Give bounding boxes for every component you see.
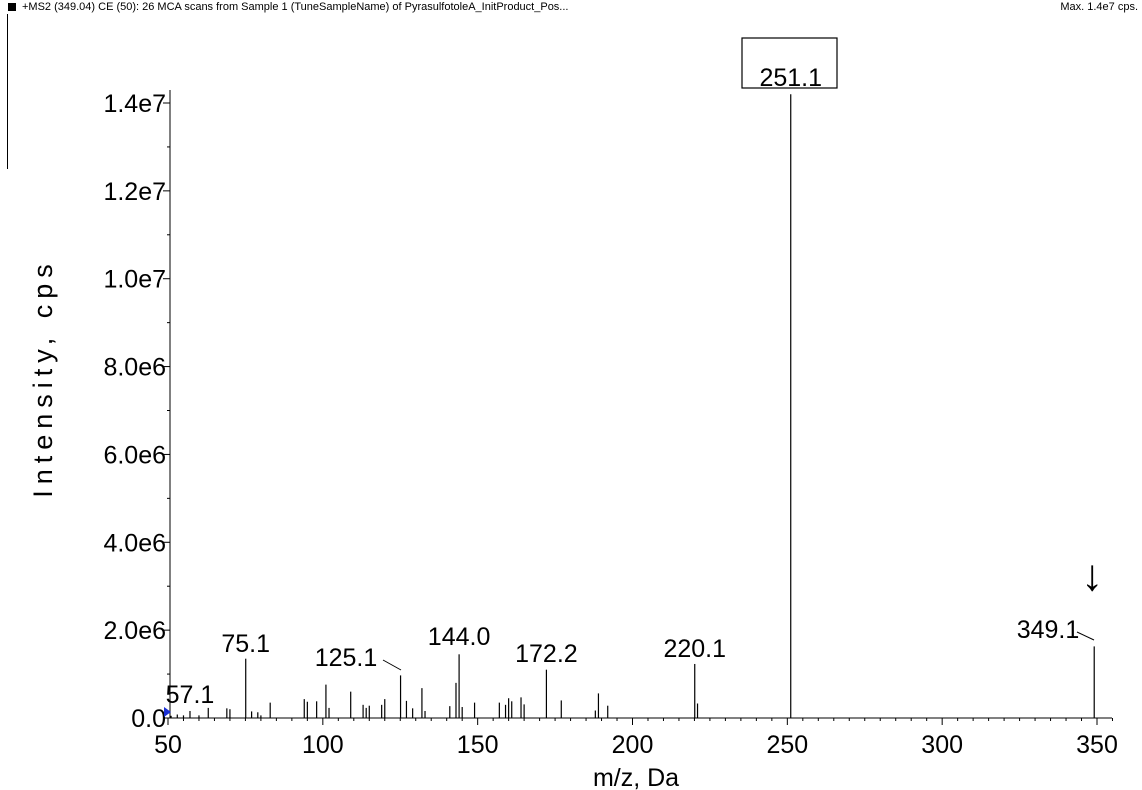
y-tick-label: 0.0 [131, 705, 166, 733]
x-tick-label: 150 [457, 731, 499, 759]
label-leader [1076, 631, 1095, 641]
header-square-icon [8, 3, 16, 11]
spectrum-title: +MS2 (349.04) CE (50): 26 MCA scans from… [22, 1, 569, 13]
base-peak-box [741, 37, 838, 89]
axes [169, 90, 1112, 719]
peak-annotations: 251.1 220.1 172.2 144.0 125.1 75.157.1 349.1↓ [166, 37, 1103, 709]
precursor-arrow-icon: ↓ [1081, 551, 1103, 600]
peak-label: 57.1 [166, 681, 215, 709]
max-intensity-label: Max. 1.4e7 cps. [1060, 1, 1138, 13]
spectrum-header: +MS2 (349.04) CE (50): 26 MCA scans from… [0, 0, 1142, 22]
peak-label: 75.1 [221, 630, 270, 658]
y-tick-label: 1.4e7 [103, 90, 166, 118]
y-axis-ticks: 0.0 2.0e6 4.0e6 6.0e6 8.0e6 1.0e7 1.2e7 1.4e7 [103, 90, 170, 733]
x-axis-ticks: 50 100 150 200 250 300 350 [154, 718, 1118, 759]
marker-icon [164, 707, 171, 717]
x-tick-label: 350 [1076, 731, 1118, 759]
x-tick-label: 100 [302, 731, 344, 759]
peak-label: 172.2 [515, 640, 578, 668]
y-axis-label: Intensity, cps [28, 258, 58, 498]
y-tick-label: 4.0e6 [103, 529, 166, 557]
pane-left-edge [7, 14, 8, 169]
peak-label: 220.1 [663, 635, 726, 663]
y-tick-label: 8.0e6 [103, 354, 166, 382]
peak-label: 349.1 [1017, 616, 1080, 644]
y-tick-label: 1.0e7 [103, 266, 166, 294]
y-tick-label: 1.2e7 [103, 178, 166, 206]
y-tick-label: 2.0e6 [103, 617, 166, 645]
x-axis-label: m/z, Da [593, 764, 679, 790]
x-tick-label: 50 [154, 731, 182, 759]
x-tick-label: 250 [766, 731, 808, 759]
peak-label: 125.1 [315, 644, 378, 672]
label-leader [382, 659, 402, 671]
y-tick-label: 6.0e6 [103, 441, 166, 469]
peak-sticks [164, 94, 1095, 718]
peak-label: 144.0 [428, 623, 491, 651]
x-tick-label: 200 [612, 731, 654, 759]
peak-label: 251.1 [759, 64, 822, 92]
x-tick-label: 300 [921, 731, 963, 759]
